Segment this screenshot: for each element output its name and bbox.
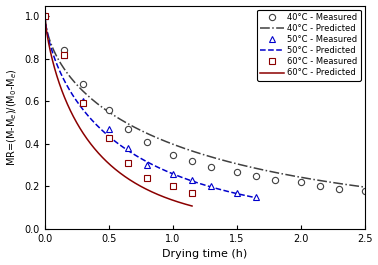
Line: 40°C - Measured: 40°C - Measured: [42, 13, 368, 194]
Legend: 40°C - Measured, 40°C - Predicted, 50°C - Measured, 50°C - Predicted, 60°C - Mea: 40°C - Measured, 40°C - Predicted, 50°C …: [257, 10, 361, 81]
40°C - Predicted: [273, 171, 278, 174]
60°C - Measured: [190, 191, 194, 195]
40°C - Predicted: [244, 165, 248, 168]
X-axis label: Drying time (h): Drying time (h): [162, 249, 248, 259]
60°C - Measured: [170, 185, 175, 188]
40°C - Predicted: [147, 133, 152, 136]
50°C - Predicted: [112, 139, 116, 142]
50°C - Predicted: [196, 182, 201, 185]
50°C - Measured: [234, 191, 239, 195]
40°C - Measured: [107, 108, 111, 112]
40°C - Measured: [81, 83, 85, 86]
40°C - Measured: [126, 127, 130, 131]
60°C - Predicted: [101, 157, 105, 160]
40°C - Measured: [43, 15, 47, 18]
50°C - Measured: [145, 164, 150, 167]
50°C - Measured: [62, 53, 67, 56]
60°C - Predicted: [91, 145, 95, 148]
50°C - Predicted: [126, 149, 131, 152]
50°C - Measured: [81, 100, 85, 103]
60°C - Predicted: [60, 91, 65, 94]
60°C - Measured: [43, 15, 47, 18]
40°C - Predicted: [169, 142, 174, 145]
60°C - Measured: [62, 53, 67, 56]
50°C - Measured: [209, 185, 214, 188]
Line: 60°C - Measured: 60°C - Measured: [42, 13, 195, 196]
40°C - Measured: [170, 153, 175, 156]
Line: 60°C - Predicted: 60°C - Predicted: [45, 16, 192, 206]
Line: 40°C - Predicted: 40°C - Predicted: [45, 16, 365, 187]
50°C - Measured: [190, 179, 194, 182]
60°C - Measured: [126, 161, 130, 165]
60°C - Predicted: [149, 190, 153, 193]
40°C - Predicted: [363, 186, 367, 189]
50°C - Measured: [254, 196, 258, 199]
40°C - Measured: [337, 187, 341, 190]
60°C - Measured: [145, 176, 150, 180]
40°C - Measured: [299, 181, 303, 184]
40°C - Measured: [318, 185, 322, 188]
40°C - Predicted: [275, 171, 280, 174]
40°C - Predicted: [43, 15, 47, 18]
Line: 50°C - Predicted: 50°C - Predicted: [45, 16, 256, 198]
50°C - Predicted: [175, 174, 180, 177]
40°C - Measured: [62, 49, 67, 52]
50°C - Measured: [170, 172, 175, 175]
40°C - Measured: [209, 166, 214, 169]
40°C - Measured: [363, 189, 367, 192]
Line: 50°C - Measured: 50°C - Measured: [42, 13, 259, 200]
40°C - Measured: [254, 174, 258, 177]
50°C - Measured: [107, 127, 111, 131]
40°C - Predicted: [81, 90, 86, 93]
Y-axis label: MR=(M-M$_e$)/(M$_0$-M$_e$): MR=(M-M$_e$)/(M$_0$-M$_e$): [6, 68, 19, 166]
60°C - Predicted: [190, 204, 194, 207]
50°C - Measured: [43, 15, 47, 18]
50°C - Predicted: [254, 196, 258, 199]
50°C - Predicted: [195, 181, 200, 184]
50°C - Measured: [126, 147, 130, 150]
60°C - Predicted: [150, 190, 154, 193]
60°C - Predicted: [43, 15, 47, 18]
40°C - Measured: [273, 179, 277, 182]
60°C - Predicted: [135, 183, 140, 186]
50°C - Predicted: [68, 90, 73, 93]
40°C - Measured: [145, 140, 150, 143]
40°C - Measured: [234, 170, 239, 173]
60°C - Measured: [107, 136, 111, 139]
40°C - Measured: [190, 159, 194, 162]
50°C - Predicted: [43, 15, 47, 18]
60°C - Measured: [81, 102, 85, 105]
